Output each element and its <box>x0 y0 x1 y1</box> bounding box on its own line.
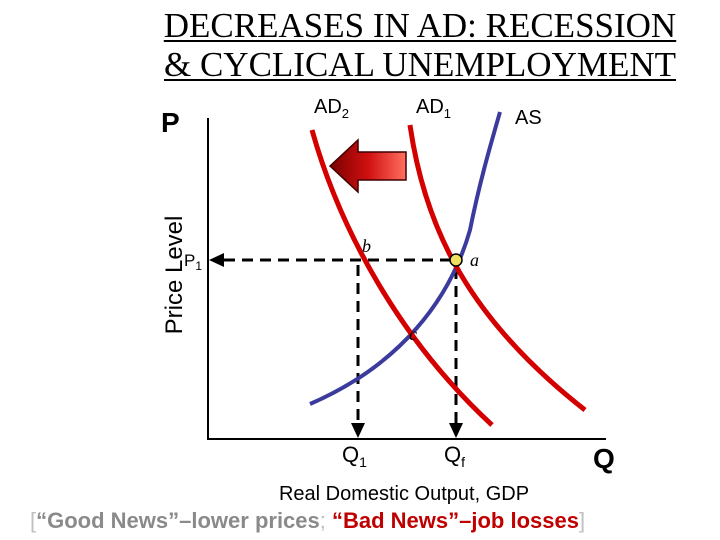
footer-separator: ; <box>319 508 332 533</box>
as-label: AS <box>515 107 542 129</box>
slide-title: DECREASES IN AD: RECESSION & CYCLICAL UN… <box>120 6 720 84</box>
as-curve <box>309 111 502 406</box>
title-line-1: DECREASES IN AD: RECESSION <box>163 6 677 45</box>
ad1-label: AD1 <box>416 96 451 121</box>
p1-label: P1 <box>184 251 202 273</box>
point-c-label: c <box>409 324 417 344</box>
point-a-label: a <box>470 250 479 270</box>
qf-label: Qf <box>444 442 465 470</box>
y-axis-symbol: P <box>161 107 180 138</box>
title-line-2: & CYCLICAL UNEMPLOYMENT <box>163 45 677 84</box>
x-axis-label: Real Domestic Output, GDP <box>279 483 529 505</box>
p1-arrowhead <box>209 253 224 267</box>
point-b-label: b <box>362 236 371 256</box>
shift-left-arrow <box>328 138 407 194</box>
ad1-curve <box>407 124 587 412</box>
q1-label: Q1 <box>342 442 367 470</box>
footer-open-bracket: [ <box>30 508 37 533</box>
ad2-curve <box>309 129 494 427</box>
y-axis-label: Price Level <box>161 216 188 335</box>
ad2-label: AD2 <box>314 96 349 121</box>
footer-caption: [“Good News”–lower prices; “Bad News”–jo… <box>30 508 690 534</box>
good-news-text: “Good News”–lower prices <box>36 508 320 533</box>
q1-arrowhead <box>351 423 365 438</box>
point-a-marker <box>449 253 463 267</box>
bad-news-text: “Bad News”–job losses <box>332 508 579 533</box>
x-axis-symbol: Q <box>593 443 615 474</box>
qf-arrowhead <box>449 423 463 438</box>
footer-close-bracket: ] <box>578 508 586 533</box>
